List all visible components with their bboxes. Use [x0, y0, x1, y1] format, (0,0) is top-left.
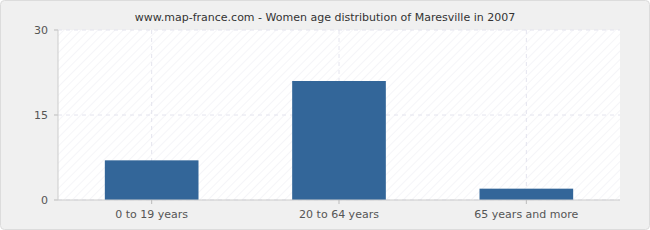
chart-root: www.map-france.com - Women age distribut…: [0, 0, 650, 230]
title: www.map-france.com - Women age distribut…: [135, 11, 515, 24]
bar: [105, 160, 199, 200]
bar: [480, 189, 574, 200]
plot-area: [58, 30, 620, 200]
chart: www.map-france.com - Women age distribut…: [0, 0, 650, 230]
tick: [54, 115, 58, 116]
tick-label: 30: [34, 24, 48, 37]
tick: [54, 200, 58, 201]
tick-label: 15: [34, 109, 48, 122]
grid-line: [526, 30, 527, 200]
category-label: 65 years and more: [474, 208, 578, 221]
category-label: 0 to 19 years: [115, 208, 188, 221]
y-axis: [58, 30, 59, 200]
category-label: 20 to 64 years: [299, 208, 379, 221]
tick: [54, 30, 58, 31]
bars: [105, 81, 573, 200]
tick: [151, 200, 152, 204]
tick: [339, 200, 340, 204]
tick: [526, 200, 527, 204]
tick-label: 0: [41, 194, 48, 207]
bar: [292, 81, 386, 200]
background: [1, 1, 650, 230]
